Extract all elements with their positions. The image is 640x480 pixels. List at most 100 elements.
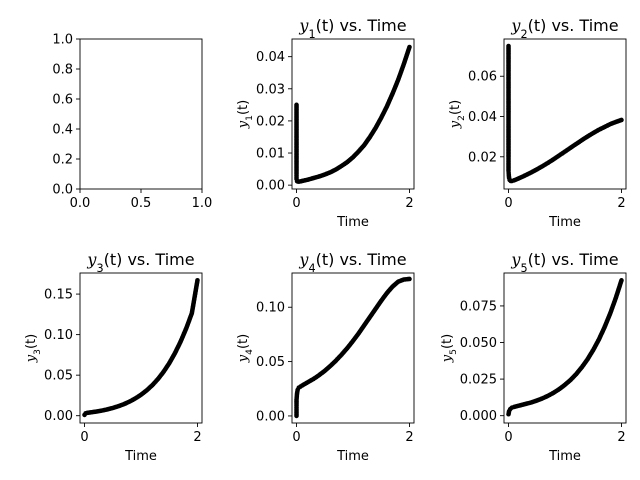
y-tick-label: 0.10 (44, 328, 73, 343)
subplot-1: 0.0 0.5 1.0 0.0 0.2 0.4 0.6 0.8 1.0 (52, 33, 212, 212)
subplot-title: y3(t) vs. Time (86, 250, 194, 275)
x-axis-label: Time (336, 449, 369, 464)
y-tick-label: 0.00 (256, 409, 285, 424)
y-tick-label: 0.05 (44, 369, 73, 384)
ylabel-arg: (t) (24, 334, 39, 349)
y-tick-label: 0.6 (52, 93, 73, 108)
y-tick-label: 0.2 (52, 153, 73, 168)
y-axis-label: y4(t) (236, 334, 255, 363)
title-arg: (t) (528, 250, 547, 269)
title-arg: (t) (104, 250, 123, 269)
title-sub: 3 (96, 262, 103, 275)
y-axis-label: y1(t) (236, 100, 255, 129)
ylabel-func: y (236, 354, 251, 363)
x-axis-label: Time (548, 449, 581, 464)
x-tick-label: 0 (504, 430, 512, 445)
y-tick-label: 0.8 (52, 63, 73, 78)
y-tick-label: 0.0 (52, 183, 73, 198)
x-axis-label: Time (336, 215, 369, 230)
y-axis-label: y3(t) (24, 334, 43, 363)
title-rest: vs. Time (546, 16, 618, 35)
y-tick-label: 0.00 (44, 409, 73, 424)
y-tick-label: 0.04 (468, 110, 497, 125)
subplot-title: y1(t) vs. Time (298, 16, 406, 41)
y-tick-label: 0.05 (256, 355, 285, 370)
y-axis-label: y2(t) (448, 100, 467, 129)
y-tick-label: 0.02 (468, 150, 497, 165)
title-func: y (298, 16, 309, 35)
ylabel-sub: 5 (449, 349, 459, 355)
title-sub: 2 (520, 28, 527, 41)
ylabel-arg: (t) (236, 334, 251, 349)
ylabel-arg: (t) (448, 100, 463, 115)
ylabel-arg: (t) (440, 334, 455, 349)
axes-frame (503, 38, 627, 190)
title-arg: (t) (316, 16, 335, 35)
ylabel-sub: 4 (245, 349, 255, 355)
title-rest: vs. Time (334, 16, 406, 35)
x-axis-label: Time (548, 215, 581, 230)
axes-frame (503, 272, 627, 424)
ylabel-sub: 3 (33, 349, 43, 355)
x-tick-label: 0.5 (131, 196, 152, 211)
y-tick-label: 0.02 (256, 114, 285, 129)
data-point (619, 117, 624, 123)
title-sub: 1 (308, 28, 315, 41)
y-tick-label: 0.025 (460, 373, 497, 388)
x-tick-label: 0 (504, 196, 512, 211)
x-tick-label: 0.0 (70, 196, 91, 211)
data-point (407, 276, 412, 282)
x-tick-label: 2 (193, 430, 201, 445)
y-tick-label: 0.00 (256, 179, 285, 194)
y-tick-label: 0.10 (256, 301, 285, 316)
subplot-title: y4(t) vs. Time (298, 250, 406, 275)
x-axis-label: Time (124, 449, 157, 464)
ylabel-sub: 1 (245, 115, 255, 121)
y-tick-label: 0.06 (468, 70, 497, 85)
axes-frame (291, 38, 415, 190)
title-arg: (t) (316, 250, 335, 269)
y-tick-label: 1.0 (52, 33, 73, 48)
data-point (195, 278, 200, 283)
x-tick-label: 2 (617, 196, 625, 211)
ylabel-func: y (24, 354, 39, 363)
ylabel-func: y (448, 120, 463, 129)
title-func: y (510, 250, 521, 269)
x-tick-label: 0 (292, 196, 300, 211)
x-tick-label: 2 (617, 430, 625, 445)
title-sub: 4 (308, 262, 315, 275)
subplot-title: y2(t) vs. Time (510, 16, 618, 41)
y-tick-label: 0.03 (256, 82, 285, 97)
data-point (407, 44, 412, 50)
title-func: y (510, 16, 521, 35)
x-tick-label: 0 (80, 430, 88, 445)
x-tick-label: 2 (405, 430, 413, 445)
x-tick-label: 1.0 (192, 196, 213, 211)
y-tick-label: 0.000 (460, 409, 497, 424)
subplot-title: y5(t) vs. Time (510, 250, 618, 275)
y-tick-label: 0.04 (256, 50, 285, 65)
x-tick-label: 2 (405, 196, 413, 211)
y-tick-label: 0.01 (256, 147, 285, 162)
y-axis-label: y5(t) (440, 334, 459, 363)
y-tick-label: 0.15 (44, 288, 73, 303)
axes-frame (79, 272, 203, 424)
y-tick-label: 0.075 (460, 299, 497, 314)
ylabel-func: y (236, 120, 251, 129)
ylabel-sub: 2 (457, 115, 467, 121)
title-rest: vs. Time (122, 250, 194, 269)
axes-frame (291, 272, 415, 424)
title-func: y (298, 250, 309, 269)
data-point (619, 278, 624, 283)
y-tick-label: 0.4 (52, 123, 73, 138)
title-rest: vs. Time (546, 250, 618, 269)
ylabel-func: y (440, 354, 455, 363)
title-arg: (t) (528, 16, 547, 35)
